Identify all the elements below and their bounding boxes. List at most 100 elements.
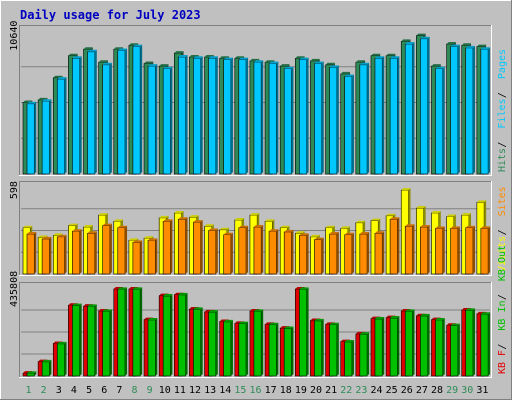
bar-kb-in-4-face (72, 305, 80, 377)
bar-files-16-top (253, 60, 264, 63)
bar-visits-26-top (401, 188, 411, 191)
bar-kb-in-3-face (56, 343, 65, 377)
bar-sites-5-top (87, 231, 97, 234)
bar-hits-30-top (461, 43, 472, 46)
bar-files-30-face (465, 47, 474, 175)
bar-kb-in-25-face (389, 317, 398, 377)
bar-files-24-top (374, 56, 385, 59)
bar-sites-22-face (344, 234, 353, 275)
bar-sites-22-top (344, 232, 354, 235)
bar-visits-12-top (189, 215, 199, 218)
bar-visits-7-top (113, 219, 124, 222)
bar-files-19-face (299, 59, 307, 175)
bar-files-27-top (420, 36, 430, 39)
bar-kb-in-10-side (170, 294, 173, 376)
bar-sites-23 (359, 232, 370, 275)
bar-kb-in-30 (465, 308, 475, 377)
bar-sites-17-top (269, 229, 279, 232)
bar-visits-27-top (416, 206, 426, 209)
bar-kb-in-30-side (472, 308, 475, 376)
x-tick-label: 21 (325, 385, 337, 396)
bar-sites-11-top (178, 217, 188, 220)
bar-hits-28-top (431, 64, 441, 67)
bar-kb-in-14-top (223, 319, 233, 322)
bar-visits-31-top (476, 200, 487, 203)
bar-sites-7 (117, 225, 128, 275)
legend-kb-f: KB F (497, 350, 508, 374)
bar-files-28-face (435, 68, 444, 175)
bar-files-7-side (125, 48, 128, 174)
bar-kb-in-31-side (488, 312, 491, 376)
bar-files-13-top (208, 56, 218, 59)
x-axis-labels: 1 2 3 4 5 6 7 8 9 10 11 12 13 14 15 16 17 18 19 20 21 22 23 24 2… (26, 385, 489, 396)
bar-kb-in-22-top (344, 339, 354, 342)
x-tick-label: 12 (189, 385, 201, 396)
bar-sites-21-top (329, 232, 339, 235)
bar-files-18-top (284, 66, 294, 69)
bar-kb-in-23-side (367, 332, 370, 376)
panels: 10640 Hits / Files / Pages 598 Visits / Sit… (9, 21, 508, 378)
bar-kb-in-12-face (193, 309, 201, 377)
bar-sites-6-top (102, 223, 112, 226)
bar-files-27-side (427, 36, 430, 174)
bar-kb-in-3 (56, 341, 67, 377)
bar-files-4-face (72, 57, 80, 175)
bar-visits-23-top (355, 220, 366, 223)
bar-kb-in-17 (268, 322, 279, 377)
bar-sites-5-face (87, 233, 96, 275)
bar-files-11-top (178, 55, 188, 57)
bar-files-2-top (42, 99, 52, 102)
bar-sites-2-face (41, 238, 50, 275)
bar-kb-in-24-top (374, 316, 385, 319)
bar-visits-14-top (219, 227, 229, 230)
bar-sites-16-top (253, 224, 264, 227)
bar-sites-24 (374, 231, 385, 275)
bar-files-24 (374, 56, 385, 175)
x-tick-label: 13 (204, 385, 216, 396)
panel-max-label: 10640 (9, 21, 20, 51)
bar-sites-8-top (132, 240, 143, 243)
bar-sites-30-face (465, 227, 474, 275)
bar-files-2-face (41, 100, 50, 175)
bar-kb-in-13-top (208, 310, 218, 313)
bar-files-13-face (208, 57, 217, 175)
x-tick-label: 4 (71, 385, 77, 396)
bar-files-1 (26, 101, 37, 175)
bar-kb-in-28-side (442, 317, 445, 376)
bar-files-14-top (223, 57, 233, 60)
bar-visits-30-top (461, 213, 472, 216)
bar-kb-in-15-side (246, 321, 249, 376)
bar-files-24-side (382, 56, 385, 174)
bar-sites-13-side (215, 228, 218, 274)
bar-sites-2-top (42, 236, 52, 239)
bar-files-18-side (291, 66, 294, 174)
bar-sites-20-face (314, 239, 323, 275)
bar-files-10-face (162, 68, 171, 175)
bar-visits-20-top (310, 234, 320, 237)
bar-sites-5-side (94, 231, 97, 274)
bar-sites-19-top (299, 233, 309, 236)
bar-visits-18-top (280, 225, 290, 228)
x-tick-label: 2 (41, 385, 47, 396)
bar-files-12-side (200, 56, 203, 174)
bar-kb-in-3-top (57, 341, 67, 344)
x-tick-label: 1 (26, 385, 32, 396)
bar-kb-in-10-top (163, 294, 173, 297)
bar-sites-25 (389, 217, 400, 275)
bar-kb-in-26 (404, 309, 415, 377)
bar-files-19 (299, 57, 309, 175)
bar-files-29-top (450, 44, 460, 47)
bar-visits-8-top (128, 238, 139, 241)
legend-separator: / (497, 142, 508, 148)
bar-sites-30-top (465, 225, 475, 228)
bar-kb-in-5-face (87, 306, 96, 377)
bar-sites-31 (480, 226, 491, 275)
bar-kb-in-3-side (64, 341, 67, 376)
bar-kb-in-13-face (208, 311, 217, 377)
bar-kb-in-4 (72, 303, 82, 377)
bar-sites-1-top (26, 232, 37, 235)
bar-files-27 (420, 36, 430, 175)
bar-kb-in-23-top (359, 332, 370, 335)
bar-kb-in-11 (177, 292, 188, 377)
bar-sites-15-face (238, 227, 247, 275)
